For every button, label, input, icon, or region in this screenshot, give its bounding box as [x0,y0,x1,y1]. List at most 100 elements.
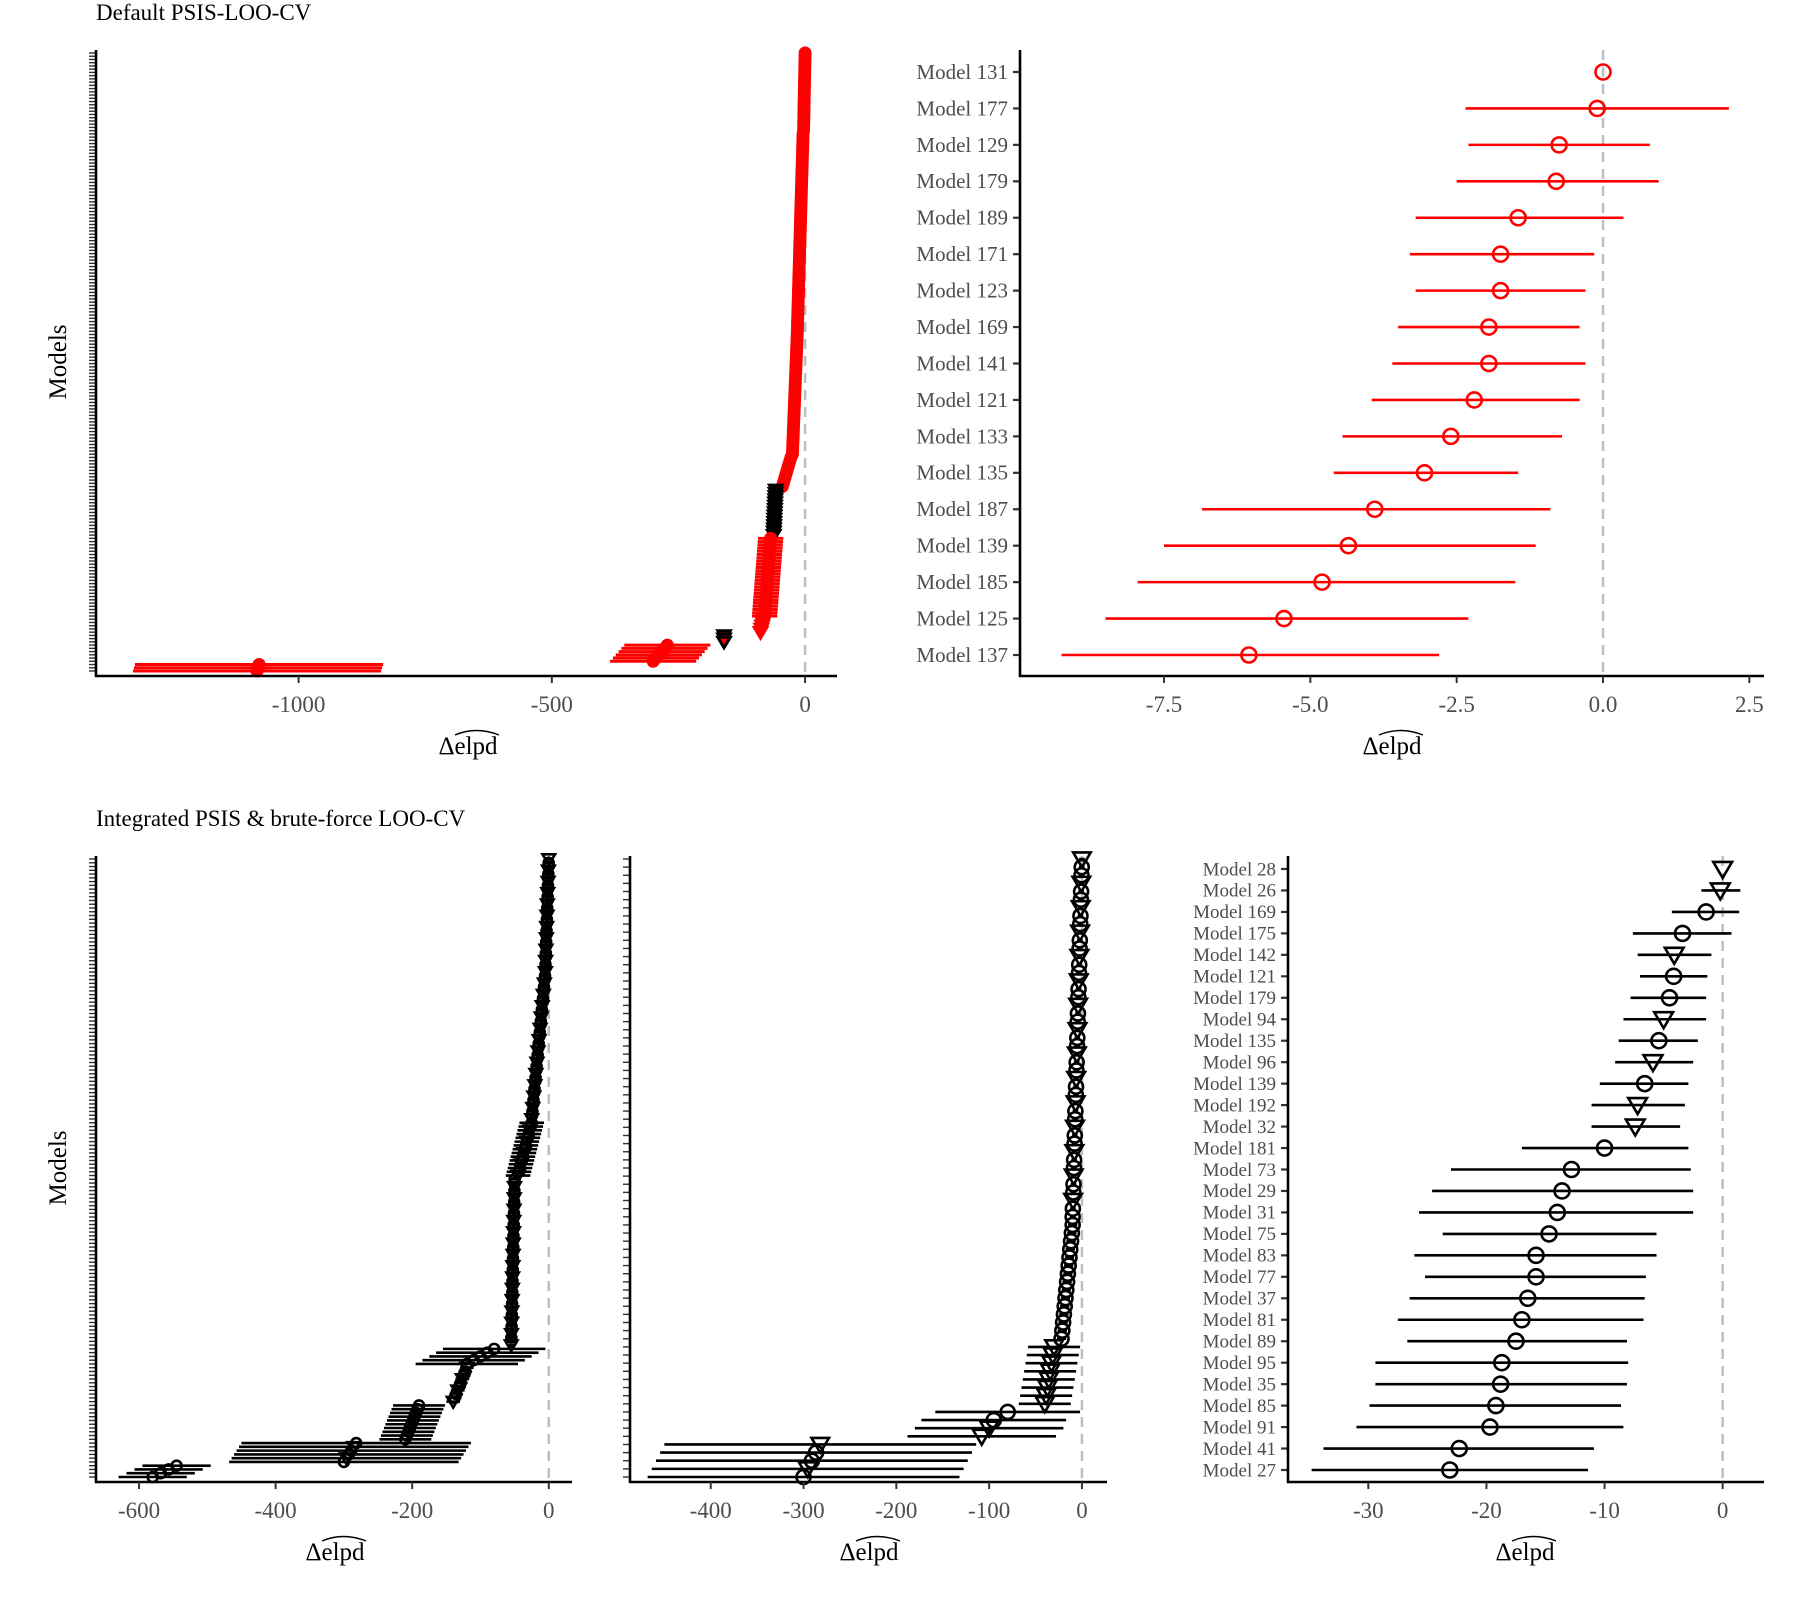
circle-marker [1415,464,1434,482]
circle-marker [1070,964,1088,982]
model-label: Model 77 [1203,1267,1276,1288]
circle-marker [250,664,264,678]
circle-marker [1059,1265,1077,1283]
x-tick-label: -400 [255,1498,297,1523]
model-label: Model 28 [1203,859,1276,880]
triangle-marker [1662,946,1686,967]
panel-top-left: -1000 -500 0 Δelpd [89,46,837,760]
model-label: Model 139 [916,534,1008,558]
circle-marker [1553,1182,1571,1200]
circle-marker [807,1444,825,1461]
triangle-marker [1065,1046,1088,1066]
x-tick-label: -500 [531,692,573,717]
triangle-marker [444,1395,462,1411]
model-label: Model 135 [916,461,1008,485]
model-label: Model 185 [916,570,1008,594]
circle-marker [1067,1078,1085,1095]
circle-marker [1064,1216,1081,1234]
circle-marker [1664,967,1683,986]
x-tick-label: -20 [1471,1498,1502,1523]
circle-marker [1240,646,1258,664]
circle-marker [1540,1225,1558,1243]
triangle-marker [751,625,770,642]
circle-marker [1067,1102,1084,1120]
triangle-marker [1033,1395,1056,1415]
circle-marker [1450,1439,1469,1458]
triangle-marker [1062,1168,1085,1188]
model-label: Model 81 [1203,1310,1276,1331]
circle-marker [1067,1086,1085,1104]
circle-marker [1064,1208,1081,1226]
triangle-marker [1068,948,1091,968]
model-label: Model 192 [1193,1095,1276,1116]
circle-marker [1480,318,1498,336]
circle-marker [1064,1184,1082,1201]
x-axis-title: Δelpd [1362,733,1422,760]
x-tick-label: 2.5 [1735,692,1764,717]
circle-marker [1673,924,1692,943]
circle-marker [999,1403,1017,1421]
panel-top-right: Model 131 Model 177 Model 129 Model 179 Mode… [916,50,1764,760]
circle-marker [1068,1053,1085,1071]
model-label: Model 94 [1203,1010,1277,1031]
circle-marker [1491,281,1510,300]
circle-marker [1053,1330,1070,1348]
model-label: Model 139 [1193,1074,1276,1095]
model-label: Model 133 [916,424,1008,448]
triangle-marker [1625,1096,1650,1117]
circle-marker [1509,208,1527,227]
model-label: Model 177 [916,96,1008,120]
title-default-psis: Default PSIS-LOO-CV [96,0,312,25]
circle-marker [1650,1031,1668,1050]
x-tick-label: 0 [1076,1498,1088,1523]
circle-marker [1062,1232,1080,1250]
circle-marker [1069,1029,1086,1047]
circle-marker [1275,609,1293,628]
circle-marker [1550,136,1568,154]
circle-marker [1480,354,1498,373]
circle-marker [1071,915,1089,933]
hat-accent [1378,729,1424,736]
model-label: Model 125 [916,606,1008,630]
circle-marker [1339,536,1358,555]
triangle-marker [1063,1119,1087,1139]
circle-marker [1057,1281,1075,1299]
model-label: Model 31 [1203,1203,1276,1224]
circle-marker [1068,1037,1086,1055]
x-tick-label: -30 [1353,1498,1384,1523]
x-tick-label: -5.0 [1292,692,1328,717]
circle-marker [1063,1224,1081,1242]
model-label: Model 37 [1203,1289,1276,1310]
circle-marker [1071,932,1089,949]
circle-marker [1061,1241,1079,1258]
x-tick-label: -200 [875,1498,917,1523]
x-axis-title: Δelpd [839,1539,899,1566]
model-label: Model 123 [916,279,1008,303]
model-label: Model 137 [916,643,1008,667]
circle-marker [1507,1332,1525,1351]
circle-marker [1442,427,1460,446]
circle-marker [1056,1297,1074,1315]
panel-bottom-middle: -400 -300 -200 -100 0 Δelpd [623,851,1107,1566]
circle-marker [1061,1249,1078,1266]
x-tick-label: 0 [1717,1498,1729,1523]
x-tick-label: -7.5 [1146,692,1182,717]
triangle-marker [715,635,733,651]
circle-marker [1069,1013,1087,1030]
circle-marker [399,1433,412,1446]
circle-marker [1313,573,1331,591]
x-tick-label: -100 [968,1498,1010,1523]
circle-marker [1527,1246,1545,1265]
circle-marker [1527,1268,1545,1286]
circle-marker [337,1455,351,1469]
circle-marker [1057,1289,1074,1307]
y-axis-title-bottom: Models [45,1131,72,1206]
model-label: Model 141 [916,351,1008,375]
model-label: Model 169 [916,315,1008,339]
triangle-marker [1651,1010,1676,1031]
x-axis-title: Δelpd [438,733,498,760]
triangle-marker [337,1452,355,1467]
triangle-marker [1623,1118,1647,1139]
